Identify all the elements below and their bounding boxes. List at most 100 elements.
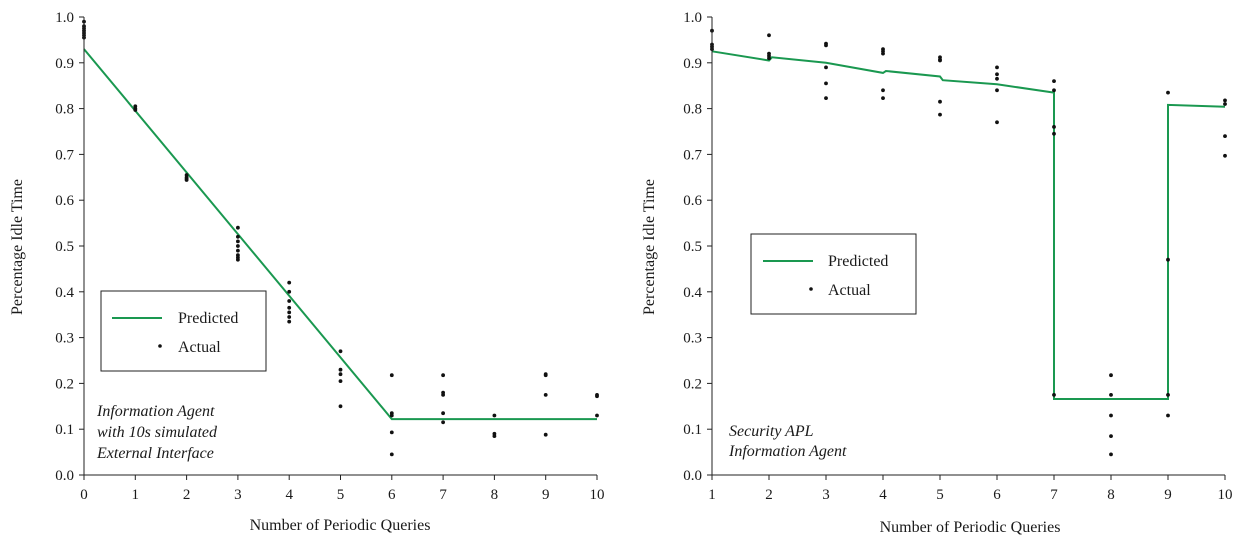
right-y-tick-label: 0.7 [683,147,702,163]
right-actual-point [1223,153,1227,158]
right-x-tick-label: 4 [879,487,887,503]
right-actual-point [1109,373,1113,378]
left-chart-annotation: Information Agent with 10s simulated Ext… [96,403,218,462]
left-y-tick-label: 0.5 [55,239,74,255]
right-legend-actual-label: Actual [828,282,871,299]
left-actual-point [338,372,343,377]
right-actual-point [995,88,999,93]
left-actual-point [287,310,292,315]
left-chart-legend: Predicted Actual [100,290,267,372]
right-actual-point [995,76,999,81]
left-y-tick-label: 1.0 [55,10,74,26]
left-annotation-line-2: with 10s simulated [97,424,218,441]
right-y-tick-label: 0.2 [683,376,702,392]
right-predicted-line [711,50,1226,400]
right-chart-legend: Predicted Actual [750,233,917,315]
left-actual-point [287,319,292,324]
left-x-tick-label: 7 [439,487,447,503]
right-chart-x-axis-title: Number of Periodic Queries [880,519,1061,536]
right-actual-point [1109,434,1113,438]
left-y-tick-label: 0.1 [55,422,74,438]
left-actual-point [492,434,497,438]
left-chart-x-axis-title: Number of Periodic Queries [250,517,431,534]
left-actual-point [389,413,394,418]
right-actual-point [938,112,942,117]
left-actual-point [543,393,548,397]
left-x-tick-label: 2 [183,487,191,503]
left-actual-point [492,413,497,418]
left-y-tick-label: 0.7 [55,147,74,163]
right-x-tick-label: 2 [765,487,773,503]
left-actual-point [133,108,138,112]
left-actual-point [389,430,394,435]
right-x-tick-label: 10 [1218,487,1233,503]
left-actual-point [338,404,343,409]
right-actual-point [1052,88,1056,93]
right-y-tick-label: 0.5 [683,239,702,255]
left-legend-actual-swatch [158,344,162,348]
left-actual-point [287,280,292,285]
right-actual-point [1109,393,1113,397]
right-actual-point [767,33,771,38]
left-y-tick-label: 0.4 [55,285,74,301]
right-annotation-line-1: Security APL [729,423,814,440]
right-chart-axes: 0.0 0.1 0.2 0.3 0.4 0.5 0.6 0.7 0.8 0.9 1.0 1 2 3 4 5 6 7… [683,10,1232,503]
right-actual-point [1052,125,1056,129]
left-x-tick-label: 8 [491,487,499,503]
left-actual-point [441,393,445,397]
right-x-tick-label: 9 [1164,487,1172,503]
right-chart: 0.0 0.1 0.2 0.3 0.4 0.5 0.6 0.7 0.8 0.9 1.0 1 2 3 4 5 6 7… [641,10,1233,536]
left-actual-point [287,299,292,303]
left-x-tick-label: 4 [285,487,293,503]
right-actual-point [881,88,885,93]
right-actual-point [1223,98,1227,103]
right-actual-point [1052,131,1056,136]
left-actual-point [543,373,548,378]
right-actual-point [938,58,942,63]
left-legend-predicted-label: Predicted [178,310,238,327]
right-actual-point [995,65,999,70]
right-actual-point [1166,257,1170,262]
right-x-tick-label: 6 [993,487,1001,503]
left-x-tick-label: 3 [234,487,242,503]
left-actual-point [236,239,240,244]
right-actual-point [1052,79,1056,83]
left-actual-point [338,379,343,383]
left-chart-axes: 0.0 0.1 0.2 0.3 0.4 0.5 0.6 0.7 0.8 0.9 1.0 0 1 2 3 4 5 6… [55,10,604,503]
right-actual-point [995,120,999,125]
left-chart: 0.0 0.1 0.2 0.3 0.4 0.5 0.6 0.7 0.8 0.9 1.0 0 1 2 3 4 5 6… [9,10,605,534]
right-actual-point [1109,413,1113,418]
right-y-tick-label: 1.0 [683,10,702,26]
left-y-tick-label: 0.8 [55,102,74,118]
left-x-tick-label: 9 [542,487,550,503]
right-actual-point [824,96,828,100]
right-y-tick-label: 0.4 [683,285,702,301]
right-chart-marks [710,28,1227,457]
right-x-tick-label: 3 [822,487,830,503]
right-annotation-line-2: Information Agent [728,443,847,460]
left-chart-y-axis-title: Percentage Idle Time [9,179,26,315]
right-actual-point [767,56,771,61]
right-actual-point [1223,102,1227,106]
left-x-tick-label: 6 [388,487,396,503]
left-actual-point [338,349,343,354]
left-actual-point [595,413,599,418]
left-actual-point [543,432,548,437]
left-actual-point [236,225,240,230]
left-y-tick-label: 0.0 [55,468,74,484]
left-actual-point [595,394,599,399]
left-predicted-line [83,48,597,421]
right-actual-point [938,99,942,104]
left-actual-point [236,244,240,248]
left-annotation-line-1: Information Agent [96,403,215,420]
right-x-tick-label: 8 [1107,487,1115,503]
left-y-tick-label: 0.3 [55,331,74,347]
left-y-tick-label: 0.2 [55,376,74,392]
left-y-tick-label: 0.9 [55,56,74,72]
left-legend-box [100,290,267,372]
right-legend-predicted-label: Predicted [828,253,888,270]
right-actual-point [824,43,828,48]
right-actual-point [1166,413,1170,418]
right-x-tick-label: 7 [1050,487,1058,503]
